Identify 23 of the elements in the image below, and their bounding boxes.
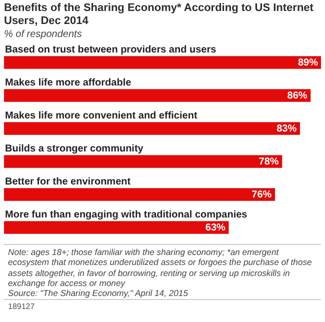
y-tick-label: Makes life more affordable [5, 77, 132, 88]
y-tick-label: Better for the environment [5, 176, 132, 188]
data-label: 86% [287, 90, 308, 102]
y-tick-label: Builds a stronger community [5, 143, 144, 154]
bar [4, 122, 300, 135]
bar [4, 188, 276, 201]
y-tick-label: Makes life more convenient and efficient [5, 110, 198, 122]
chart-subtitle: % of respondents [3, 28, 83, 40]
y-tick-label: Based on trust between providers and users [5, 44, 217, 56]
data-label: 63% [205, 222, 226, 234]
bar [4, 89, 311, 102]
text: Note: ages 18+; those familiar with the sharing economy; *an emergent ecosystem that monetizes underutilized assets or forgoes the purchase of those assets altogether, in favor of borrowing, renting or serving up microskills in exchange for access or money [8, 247, 313, 288]
bar [4, 155, 282, 168]
source-note: Source: "The Sharing Economy," April 14, 2015 [8, 288, 189, 298]
y-tick-label: More fun than engaging with traditional companies [5, 209, 248, 220]
data-label: 76% [252, 189, 272, 200]
bar [4, 56, 321, 69]
text: 189127 [4, 299, 321, 314]
bar [4, 221, 229, 234]
data-label: 89% [298, 57, 318, 68]
chart-title: Benefits of the Sharing Economy* According to US Internet Users, Dec 2014 [3, 1, 314, 28]
data-label: 78% [258, 156, 279, 168]
data-label: 83% [276, 123, 297, 134]
